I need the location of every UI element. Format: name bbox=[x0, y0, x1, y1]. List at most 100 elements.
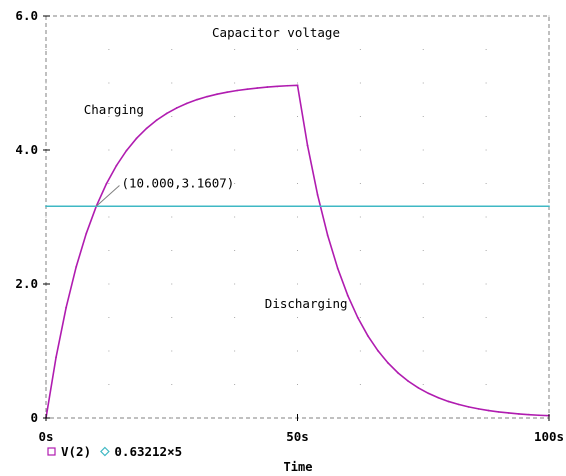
grid-dot bbox=[108, 183, 110, 184]
chart-title: Capacitor voltage bbox=[212, 25, 340, 40]
data-point bbox=[236, 89, 239, 92]
grid-dot bbox=[422, 384, 424, 385]
grid-dot bbox=[297, 350, 298, 352]
data-point bbox=[377, 349, 379, 352]
data-point bbox=[196, 98, 198, 101]
data-point bbox=[185, 102, 188, 105]
data-point bbox=[266, 86, 269, 88]
grid-dot bbox=[171, 183, 173, 184]
data-point bbox=[538, 414, 540, 417]
grid-dot bbox=[548, 283, 550, 285]
grid-dot bbox=[485, 216, 487, 218]
grid-dot bbox=[108, 49, 110, 50]
data-point bbox=[367, 335, 369, 337]
grid-dot bbox=[234, 149, 236, 151]
grid-dot bbox=[108, 250, 110, 251]
data-point bbox=[135, 137, 138, 140]
data-point bbox=[85, 232, 88, 235]
grid-dot bbox=[485, 82, 487, 84]
grid-dot bbox=[234, 317, 236, 318]
legend-marker-square bbox=[47, 447, 56, 456]
grid-dot bbox=[171, 49, 173, 50]
data-point bbox=[326, 234, 329, 237]
grid-dot bbox=[548, 216, 550, 218]
grid-dot bbox=[234, 15, 236, 17]
grid-dot bbox=[234, 183, 236, 184]
grid-dot bbox=[422, 116, 424, 117]
grid-dot bbox=[45, 116, 47, 117]
data-point bbox=[316, 194, 319, 196]
data-point bbox=[487, 409, 490, 412]
grid-dot bbox=[422, 250, 424, 251]
data-point bbox=[417, 386, 420, 389]
data-point bbox=[286, 84, 289, 87]
data-point bbox=[447, 400, 450, 403]
grid-dot bbox=[234, 283, 236, 285]
grid-dot bbox=[171, 15, 173, 17]
grid-dot bbox=[359, 183, 361, 184]
grid-dot bbox=[485, 15, 487, 17]
grid-dot bbox=[297, 49, 298, 50]
grid-dot bbox=[45, 49, 47, 50]
grid-dot bbox=[485, 283, 487, 285]
legend: V(2) 0.63212×5 bbox=[47, 444, 182, 459]
grid-dot bbox=[171, 350, 173, 352]
grid-dot bbox=[171, 216, 173, 218]
grid-dot bbox=[548, 183, 550, 184]
grid-dot bbox=[422, 283, 424, 285]
grid-dot bbox=[485, 350, 487, 352]
data-point bbox=[397, 372, 399, 374]
grid-dot bbox=[234, 250, 236, 251]
grid-dot bbox=[359, 283, 361, 285]
data-point bbox=[145, 127, 148, 130]
data-point bbox=[507, 412, 510, 414]
grid-dot bbox=[234, 116, 236, 117]
grid-dot bbox=[359, 216, 361, 218]
annotations: Charging Discharging (10.000,3.1607) bbox=[84, 102, 348, 311]
data-point bbox=[216, 93, 218, 96]
grid-dot bbox=[485, 149, 487, 151]
grid-dot bbox=[45, 317, 47, 318]
data-point bbox=[226, 91, 228, 94]
grid-dot bbox=[422, 49, 424, 50]
grid-dot bbox=[359, 49, 361, 50]
data-point bbox=[165, 112, 168, 115]
grid-dot bbox=[422, 350, 424, 352]
grid-dot bbox=[485, 417, 487, 419]
grid-dot bbox=[171, 82, 173, 84]
grid-dot bbox=[422, 183, 424, 184]
data-point bbox=[407, 380, 410, 383]
data-point bbox=[105, 183, 108, 185]
grid-dot bbox=[359, 15, 361, 17]
data-point bbox=[336, 267, 339, 270]
data-point bbox=[457, 403, 460, 406]
grid bbox=[45, 15, 550, 419]
grid-dot bbox=[234, 350, 236, 352]
grid-dot bbox=[422, 216, 424, 218]
grid-dot bbox=[108, 417, 110, 419]
grid-dot bbox=[45, 384, 47, 385]
grid-dot bbox=[548, 317, 550, 318]
data-point bbox=[65, 306, 68, 309]
grid-dot bbox=[422, 149, 424, 151]
data-point bbox=[296, 84, 299, 87]
grid-dot bbox=[108, 317, 110, 318]
y-tick-label: 0 bbox=[30, 410, 38, 425]
grid-dot bbox=[297, 15, 298, 17]
grid-dot bbox=[297, 283, 298, 285]
grid-dot bbox=[108, 350, 110, 352]
legend-marker-diamond bbox=[100, 446, 110, 457]
grid-dot bbox=[359, 82, 361, 84]
grid-dot bbox=[359, 317, 361, 318]
data-point bbox=[55, 356, 57, 359]
data-point bbox=[437, 396, 440, 399]
grid-dot bbox=[297, 250, 298, 251]
grid-dot bbox=[485, 250, 487, 251]
grid-dot bbox=[548, 384, 550, 385]
grid-dot bbox=[108, 116, 110, 117]
grid-dot bbox=[485, 317, 487, 318]
grid-dot bbox=[171, 417, 173, 419]
grid-dot bbox=[171, 317, 173, 318]
data-point bbox=[175, 107, 178, 109]
grid-dot bbox=[234, 384, 236, 385]
